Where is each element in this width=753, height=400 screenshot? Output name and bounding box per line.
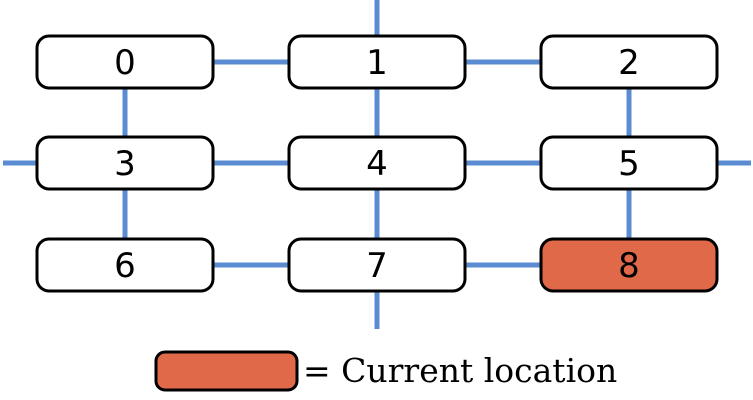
node-5: 5 <box>539 135 719 191</box>
node-label: 4 <box>366 144 388 184</box>
node-label: 0 <box>114 43 136 83</box>
node-7: 7 <box>287 237 467 293</box>
nodes: 0 1 2 3 4 5 6 7 8 <box>35 34 719 293</box>
node-label: 6 <box>114 246 136 286</box>
node-box <box>539 237 719 293</box>
node-box <box>287 135 467 191</box>
node-box <box>287 237 467 293</box>
node-3: 3 <box>35 135 215 191</box>
legend-text: = Current location <box>303 351 617 390</box>
node-0: 0 <box>35 34 215 90</box>
node-label: 8 <box>618 246 640 286</box>
node-4: 4 <box>287 135 467 191</box>
node-box <box>539 34 719 90</box>
node-label: 3 <box>114 144 136 184</box>
legend: = Current location <box>154 350 617 392</box>
node-1: 1 <box>287 34 467 90</box>
node-8-current: 8 <box>539 237 719 293</box>
legend-current-swatch <box>154 350 299 392</box>
node-6: 6 <box>35 237 215 293</box>
node-box <box>35 237 215 293</box>
node-label: 7 <box>366 246 388 286</box>
node-label: 5 <box>618 144 640 184</box>
node-label: 2 <box>618 43 640 83</box>
node-box <box>287 34 467 90</box>
node-2: 2 <box>539 34 719 90</box>
node-box <box>539 135 719 191</box>
node-box <box>35 135 215 191</box>
node-box <box>35 34 215 90</box>
node-label: 1 <box>366 43 388 83</box>
